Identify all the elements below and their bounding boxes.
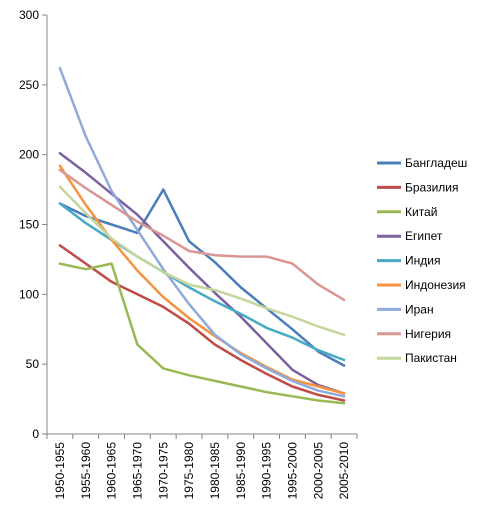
legend-label: Индия — [405, 254, 440, 268]
y-tick-label: 200 — [19, 148, 39, 162]
series-line-1 — [58, 244, 346, 402]
x-tick-label: 1950-1955 — [53, 442, 67, 500]
x-tick-label: 1960-1965 — [105, 442, 119, 500]
x-tick-label: 1975-1980 — [182, 442, 196, 500]
series-line-2 — [58, 262, 346, 405]
legend-label: Бангладеш — [405, 156, 467, 170]
x-tick-label: 1955-1960 — [79, 442, 93, 500]
y-tick-label: 300 — [19, 8, 39, 22]
legend: Бангладеш Бразилия Китай Египет Индия Индонез… — [377, 156, 467, 365]
x-tick-label: 1980-1985 — [208, 442, 222, 500]
x-tick-label: 2005-2010 — [337, 442, 351, 500]
x-tick-label: 2000-2005 — [311, 442, 325, 500]
x-axis: 1950-1955 1955-1960 1960-1965 1965-1970 1970… — [46, 433, 358, 500]
series-line-0 — [58, 188, 346, 367]
y-axis: 0 50 100 150 200 250 300 — [19, 8, 48, 441]
series-line-3 — [58, 152, 346, 395]
series-line-7 — [58, 168, 346, 302]
x-tick-label: 1970-1975 — [156, 442, 170, 500]
y-tick-label: 100 — [19, 287, 39, 301]
legend-label: Египет — [405, 229, 443, 243]
x-tick-label: 1990-1995 — [260, 442, 274, 500]
series-line-8 — [58, 185, 346, 337]
y-tick-label: 150 — [19, 218, 39, 232]
legend-label: Иран — [405, 302, 434, 316]
legend-label: Пакистан — [405, 351, 457, 365]
x-tick-label: 1995-2000 — [285, 442, 299, 500]
series-line-4 — [58, 202, 346, 362]
x-tick-label: 1985-1990 — [234, 442, 248, 500]
y-tick-label: 50 — [26, 357, 40, 371]
legend-label: Индонезия — [405, 278, 466, 292]
y-tick-label: 250 — [19, 78, 39, 92]
y-tick-label: 0 — [32, 427, 39, 441]
legend-label: Китай — [405, 205, 437, 219]
x-tick-label: 1965-1970 — [130, 442, 144, 500]
plot-area — [58, 66, 346, 405]
legend-label: Бразилия — [405, 180, 459, 194]
series-line-6 — [58, 66, 346, 398]
legend-label: Нигерия — [405, 327, 451, 341]
